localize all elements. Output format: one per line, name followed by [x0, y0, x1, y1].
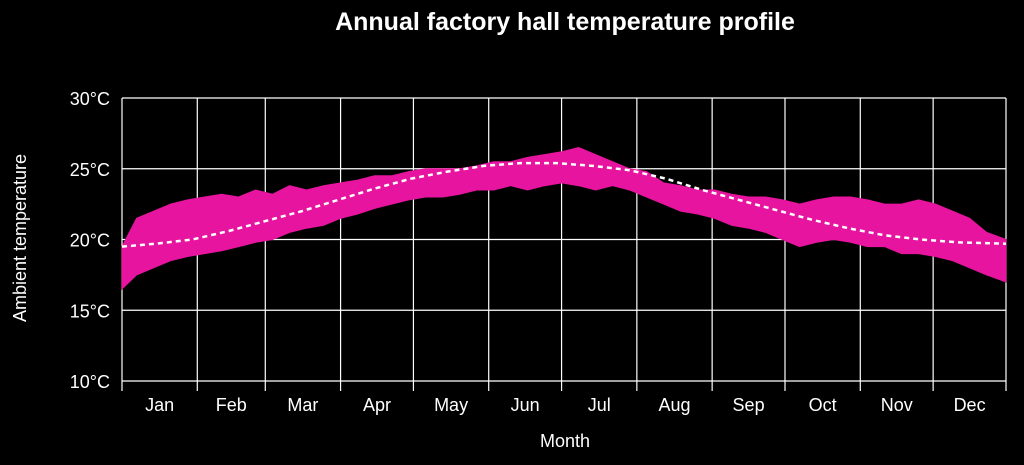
- y-tick-labels: 10°C 15°C 20°C 25°C 30°C: [70, 89, 110, 392]
- x-tick-label: Oct: [809, 395, 837, 415]
- seasonal-trend-line: [121, 161, 1007, 248]
- x-tick-label: Jun: [511, 395, 540, 415]
- y-tick-label: 15°C: [70, 301, 110, 321]
- x-tick-label: Dec: [954, 395, 986, 415]
- y-axis-label: Ambient temperature: [10, 154, 30, 322]
- x-tick-label: Mar: [287, 395, 318, 415]
- x-tick-label: Jan: [145, 395, 174, 415]
- chart-title: Annual factory hall temperature profile: [335, 8, 795, 36]
- y-tick-label: 10°C: [70, 372, 110, 392]
- y-tick-label: 25°C: [70, 160, 110, 180]
- x-tick-label: Aug: [658, 395, 690, 415]
- temperature-range-band: [121, 146, 1007, 291]
- y-tick-label: 30°C: [70, 89, 110, 109]
- y-tick-label: 20°C: [70, 231, 110, 251]
- x-tick-label: Apr: [363, 395, 391, 415]
- chart-marks: [121, 146, 1007, 291]
- x-tick-label: Nov: [881, 395, 913, 415]
- x-axis-label: Month: [540, 431, 590, 451]
- x-tick-label: Feb: [216, 395, 247, 415]
- x-tick-label: May: [434, 395, 468, 415]
- x-tick-label: Jul: [588, 395, 611, 415]
- x-tick-label: Sep: [733, 395, 765, 415]
- x-tick-labels: Jan Feb Mar Apr May Jun Jul Aug Sep Oct Nov Dec: [145, 395, 985, 415]
